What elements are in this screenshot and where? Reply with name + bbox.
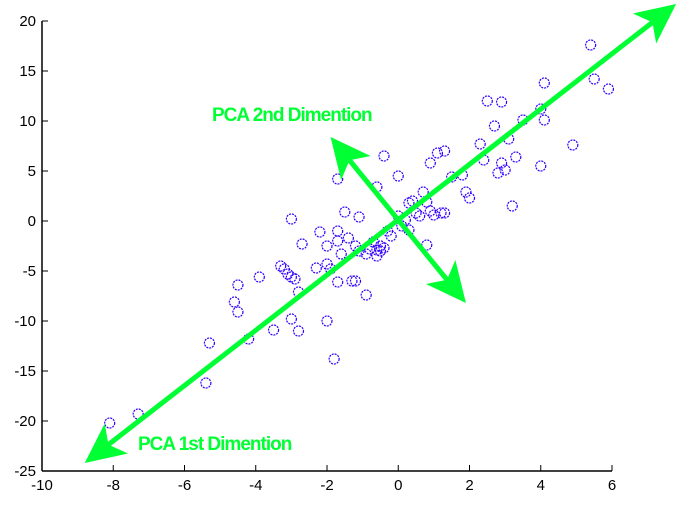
data-point — [332, 235, 344, 247]
data-point — [438, 207, 451, 219]
data-point — [342, 232, 354, 244]
data-point — [310, 262, 322, 274]
x-tick-label: 2 — [465, 477, 473, 494]
y-tick-label: -5 — [23, 263, 36, 280]
data-point — [104, 417, 116, 429]
data-point — [353, 211, 365, 223]
data-point — [203, 337, 216, 349]
data-point — [495, 157, 508, 169]
data-point — [200, 377, 212, 389]
data-point — [417, 186, 429, 198]
y-tick-label: -20 — [14, 413, 36, 430]
x-tick-label: -2 — [320, 477, 333, 494]
y-tick-label: -25 — [14, 463, 36, 480]
data-point — [332, 225, 344, 237]
data-point — [332, 276, 344, 288]
y-tick-label: 15 — [19, 63, 36, 80]
x-tick-label: -10 — [31, 477, 53, 494]
arrowhead-icon — [632, 4, 677, 44]
data-point — [424, 205, 436, 217]
data-point — [228, 296, 240, 308]
data-point — [285, 213, 297, 225]
data-point — [481, 95, 493, 107]
data-point — [567, 139, 579, 151]
data-point — [474, 138, 486, 150]
data-point — [289, 273, 301, 285]
data-point — [374, 240, 387, 252]
x-tick-label: 6 — [608, 477, 616, 494]
pca-1st-dimension-label: PCA 1st Dimention — [138, 434, 292, 455]
data-point — [414, 210, 426, 222]
data-point — [328, 353, 340, 365]
data-point — [285, 313, 297, 325]
y-tick-label: -10 — [14, 313, 36, 330]
data-point — [335, 248, 347, 260]
data-point — [349, 275, 362, 287]
pca-arrows — [84, 4, 677, 463]
data-point — [602, 83, 615, 95]
data-point — [438, 145, 451, 157]
data-point — [332, 173, 344, 185]
y-tick-label: 20 — [19, 13, 36, 30]
data-point — [253, 271, 265, 283]
pca-2nd-dimension-label: PCA 2nd Dimention — [212, 105, 372, 126]
data-point — [492, 167, 504, 179]
arrowhead-icon — [84, 423, 128, 463]
data-point — [339, 206, 351, 218]
data-point — [296, 238, 308, 250]
data-point — [495, 96, 508, 108]
data-point — [314, 226, 326, 238]
data-point — [267, 324, 280, 336]
data-point — [392, 170, 404, 182]
data-point — [378, 150, 390, 162]
data-point — [321, 240, 333, 252]
y-tick-label: 10 — [19, 113, 36, 130]
data-point — [431, 147, 444, 159]
data-point — [374, 245, 387, 257]
x-tick-label: -4 — [249, 477, 262, 494]
y-tick-label: -15 — [14, 363, 36, 380]
data-point — [371, 244, 383, 256]
y-tick-label: 0 — [28, 213, 36, 230]
data-point — [385, 230, 397, 242]
x-tick-label: -8 — [107, 477, 120, 494]
data-point — [282, 268, 294, 280]
data-point — [488, 120, 501, 132]
data-point — [232, 306, 244, 318]
data-point — [435, 207, 447, 219]
data-point — [232, 279, 244, 291]
data-point — [506, 200, 518, 212]
data-point — [538, 77, 550, 89]
x-tick-label: 0 — [394, 477, 402, 494]
data-point — [463, 192, 476, 204]
data-point — [424, 157, 436, 169]
arrowhead-icon — [425, 259, 466, 303]
data-point — [292, 325, 305, 337]
data-point — [346, 275, 358, 287]
data-point — [275, 260, 287, 272]
data-point — [535, 160, 547, 172]
data-point — [588, 73, 600, 85]
data-point — [460, 186, 472, 198]
data-point — [321, 315, 333, 327]
pca-axis-line — [106, 20, 654, 447]
data-point — [499, 164, 511, 176]
x-tick-label: -6 — [178, 477, 191, 494]
data-point — [428, 209, 440, 221]
pca-axis-line — [347, 158, 449, 282]
data-point — [360, 289, 372, 301]
scatter-points — [104, 39, 615, 429]
data-point — [285, 271, 297, 283]
x-tick-label: 4 — [537, 477, 545, 494]
data-point — [535, 103, 547, 115]
arrowhead-icon — [330, 137, 371, 181]
data-point — [585, 39, 597, 51]
data-point — [538, 114, 550, 126]
data-point — [510, 151, 522, 163]
y-tick-label: 5 — [28, 163, 36, 180]
